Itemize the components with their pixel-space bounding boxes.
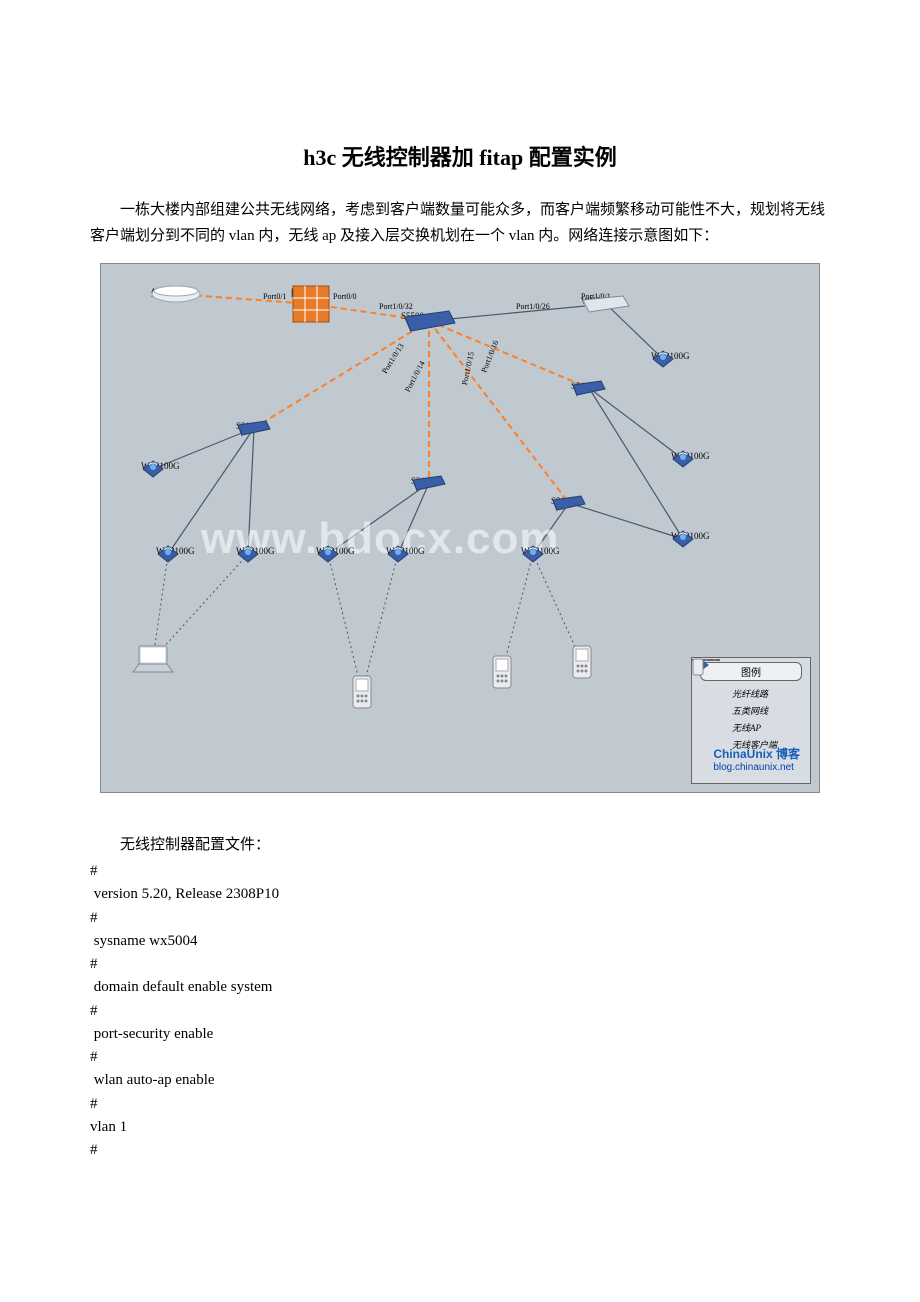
node-s5500: S5500 — [401, 309, 424, 321]
node-ap_b4: WA2100G — [386, 544, 425, 556]
legend-row: 光纤线路 — [692, 685, 810, 702]
config-block: # version 5.20, Release 2308P10 # sysnam… — [90, 860, 830, 1162]
legend-title: 图例 — [700, 662, 802, 681]
node-firewall: 防火墙 — [291, 284, 318, 299]
node-ap_r2: WA2100G — [671, 529, 710, 541]
node-s3100_m: S3100 — [411, 474, 434, 486]
legend-row: 无线AP — [692, 719, 810, 736]
config-heading: 无线控制器配置文件： — [90, 833, 830, 854]
port-label: Port0/1 — [263, 292, 287, 301]
node-ap_b1: WA2100G — [156, 544, 195, 556]
node-ap_b3: WA2100G — [316, 544, 355, 556]
node-ap_tr: WA2100G — [651, 349, 690, 361]
node-s3100_r: S3100 — [571, 379, 594, 391]
network-diagram: www.bdocx.com Port0/1Port0/0Port1/0/32Po… — [100, 263, 820, 793]
diagram-container: www.bdocx.com Port0/1Port0/0Port1/0/32Po… — [90, 263, 830, 793]
legend: 图例光纤线路五类网线无线AP无线客户端ChinaUnix 博客blog.chin… — [691, 657, 811, 784]
node-wx5004: WX5004 — [581, 294, 614, 306]
node-wan: 外网 — [151, 284, 169, 299]
legend-row: 五类网线 — [692, 702, 810, 719]
node-s3100_mr: S3100 — [551, 494, 574, 506]
node-ap_mr: WA2100G — [521, 544, 560, 556]
port-label: Port1/0/26 — [516, 302, 550, 311]
node-ap_b2: WA2100G — [236, 544, 275, 556]
node-s3100_l: S3100 — [236, 419, 259, 431]
node-ap_r1: WA2100G — [671, 449, 710, 461]
node-ap_l1: WA2100G — [141, 459, 180, 471]
port-label: Port0/0 — [333, 292, 357, 301]
page-title: h3c 无线控制器加 fitap 配置实例 — [90, 140, 830, 172]
footer-watermark: ChinaUnix 博客blog.chinaunix.net — [713, 745, 800, 773]
intro-paragraph: 一栋大楼内部组建公共无线网络，考虑到客户端数量可能众多，而客户端频繁移动可能性不… — [90, 198, 830, 249]
